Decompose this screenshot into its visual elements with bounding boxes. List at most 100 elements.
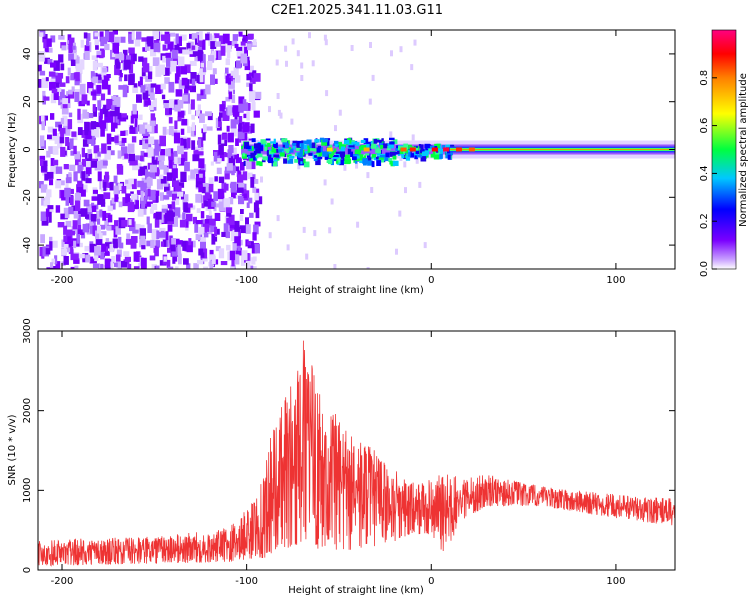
heatmap-cell	[146, 201, 153, 207]
heatmap-cell	[189, 33, 195, 39]
heatmap-cell	[190, 72, 197, 82]
heatmap-cell	[395, 148, 401, 151]
heatmap-cell	[230, 70, 236, 79]
heatmap-cell	[177, 157, 181, 164]
spectrogram-ytick-label: -20	[22, 189, 33, 205]
heatmap-cell	[114, 56, 120, 67]
heatmap-cell	[63, 225, 68, 235]
heatmap-cell	[77, 229, 84, 235]
heatmap-cell	[163, 67, 170, 76]
heatmap-cell	[401, 153, 405, 159]
heatmap-cell	[273, 142, 278, 148]
heatmap-cell	[92, 76, 99, 83]
heatmap-cell	[203, 266, 209, 269]
heatmap-cell	[196, 93, 202, 101]
heatmap-cell	[250, 177, 255, 188]
heatmap-cell	[220, 45, 226, 56]
heatmap-cell	[107, 84, 111, 95]
colorbar-tick-label: 0.8	[699, 70, 710, 86]
heatmap-cell	[97, 171, 102, 182]
heatmap-cell	[250, 123, 255, 133]
heatmap-cell	[45, 208, 50, 217]
heatmap-cell	[67, 67, 71, 76]
heatmap-cell	[50, 35, 56, 43]
heatmap-cell	[411, 134, 415, 141]
heatmap-cell	[80, 208, 88, 217]
heatmap-cell	[105, 30, 110, 42]
heatmap-cell	[238, 103, 244, 113]
heatmap-cell	[163, 103, 170, 109]
heatmap-cell	[381, 138, 384, 142]
heatmap-cell	[115, 62, 121, 69]
heatmap-cell	[177, 145, 184, 155]
heatmap-cell	[57, 222, 65, 228]
heatmap-cell	[427, 145, 433, 149]
heatmap-cell	[389, 141, 395, 145]
heatmap-cell	[120, 36, 126, 43]
heatmap-cell	[129, 53, 135, 65]
heatmap-cell	[226, 163, 233, 171]
heatmap-cell	[276, 93, 280, 99]
heatmap-cell	[217, 188, 225, 200]
heatmap-cell	[124, 256, 131, 262]
heatmap-cell	[378, 157, 384, 160]
heatmap-cell	[253, 150, 257, 155]
heatmap-cell	[173, 132, 180, 144]
heatmap-cell	[116, 249, 122, 257]
heatmap-cell	[197, 260, 204, 265]
heatmap-cell	[254, 192, 259, 201]
heatmap-cell	[198, 184, 203, 193]
heatmap-cell	[390, 50, 393, 57]
heatmap-cell	[102, 210, 107, 221]
heatmap-cell	[155, 66, 162, 77]
heatmap-cell	[211, 201, 216, 207]
heatmap-cell	[247, 172, 253, 179]
heatmap-cell	[245, 217, 249, 228]
heatmap-cell	[256, 161, 261, 166]
heatmap-cell	[198, 151, 204, 156]
heatmap-cell	[78, 253, 85, 259]
heatmap-cell	[344, 158, 350, 165]
heatmap-cell	[82, 112, 89, 119]
heatmap-cell	[81, 147, 85, 158]
heatmap-cell	[130, 236, 138, 243]
heatmap-cell	[140, 190, 144, 201]
heatmap-cell	[38, 79, 42, 88]
heatmap-cell	[257, 153, 263, 158]
heatmap-cell	[86, 41, 90, 47]
heatmap-cell	[179, 47, 187, 52]
heatmap-cell	[115, 116, 119, 125]
heatmap-cell	[102, 160, 108, 166]
heatmap-cell	[65, 76, 70, 84]
heatmap-cell	[144, 171, 152, 177]
heatmap-cell	[325, 90, 329, 97]
heatmap-cell	[62, 98, 69, 105]
heatmap-cell	[316, 156, 323, 160]
heatmap-cell	[150, 239, 155, 248]
heatmap-cell	[76, 234, 81, 244]
heatmap-cell	[60, 146, 66, 157]
heatmap-cell	[468, 147, 475, 152]
heatmap-cell	[57, 143, 63, 149]
heatmap-cell	[80, 39, 84, 48]
heatmap-cell	[176, 36, 182, 46]
heatmap-cell	[240, 209, 244, 214]
heatmap-cell	[142, 90, 149, 100]
spectrogram-ytick-label: -40	[22, 237, 33, 253]
heatmap-cell	[343, 164, 347, 171]
heatmap-cell	[187, 203, 193, 208]
heatmap-cell	[322, 151, 328, 157]
heatmap-cell	[221, 100, 226, 107]
heatmap-cell	[334, 148, 337, 153]
heatmap-cell	[236, 48, 243, 57]
heatmap-cell	[128, 33, 134, 44]
heatmap-cell	[182, 138, 187, 148]
heatmap-cell	[58, 136, 65, 144]
heatmap-cell	[332, 150, 335, 156]
heatmap-cell	[281, 138, 288, 143]
heatmap-cell	[284, 148, 290, 152]
heatmap-cell	[227, 132, 234, 143]
heatmap-cell	[334, 140, 339, 146]
heatmap-cell	[137, 262, 144, 269]
heatmap-cell	[409, 147, 416, 152]
